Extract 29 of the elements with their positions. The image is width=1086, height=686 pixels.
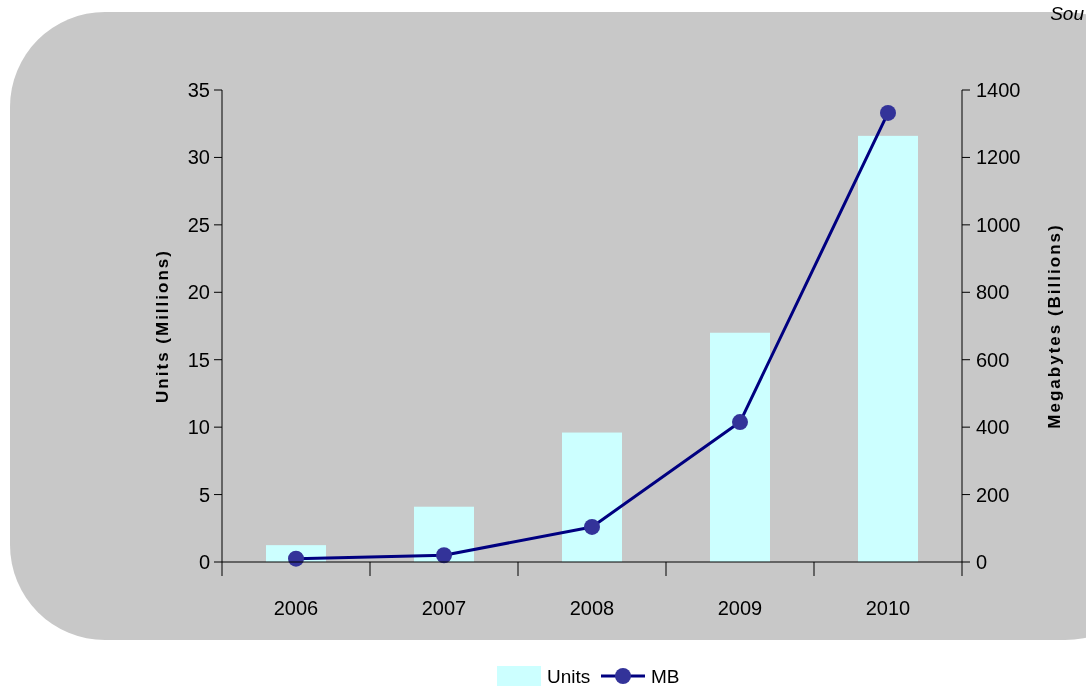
x-tick-label: 2007 (421, 597, 467, 619)
y2-tick-label: 1200 (976, 146, 1021, 169)
y-axis-title: Units (Millions) (153, 249, 172, 403)
x-tick-label: 2009 (717, 597, 763, 619)
y-tick-label: 5 (198, 483, 210, 506)
y-tick-label: 0 (198, 551, 210, 573)
y-tick-label: 25 (187, 213, 210, 236)
legend-label: Units (547, 666, 591, 686)
y2-tick-label: 400 (976, 416, 1010, 439)
bar (562, 432, 622, 562)
x-tick-label: 2008 (569, 597, 615, 619)
text: Sou (1050, 3, 1085, 24)
y-tick-label: 35 (187, 79, 210, 101)
y-tick-label: 30 (187, 146, 210, 169)
x-tick-label: 2010 (865, 597, 911, 619)
y-tick-label: 20 (187, 281, 210, 304)
y2-tick-label: 200 (976, 483, 1010, 506)
y-tick-label: 10 (187, 416, 210, 439)
y-tick-label: 15 (187, 348, 210, 371)
y2-tick-label: 0 (976, 551, 988, 573)
bar (858, 135, 918, 562)
y2-axis-title: Megabytes (Billions) (1045, 223, 1064, 429)
x-tick-label: 2006 (273, 597, 319, 619)
bar (710, 332, 770, 562)
y2-tick-label: 800 (976, 281, 1010, 304)
legend-label: MB (651, 666, 680, 686)
y2-tick-label: 600 (976, 348, 1010, 371)
y2-tick-label: 1000 (976, 213, 1021, 236)
y2-tick-label: 1400 (976, 79, 1021, 101)
